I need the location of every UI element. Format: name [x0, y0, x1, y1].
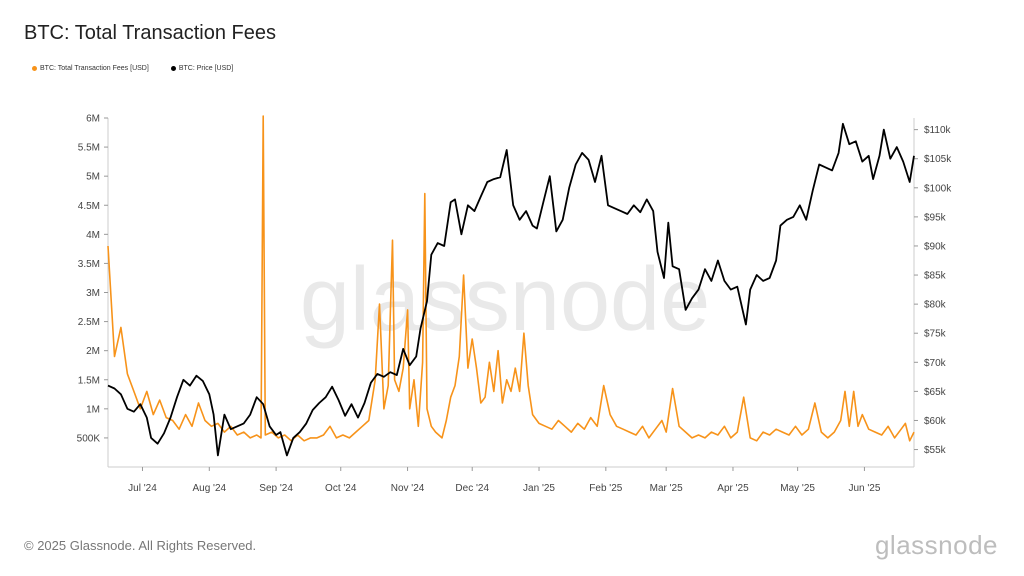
x-tick-label: Sep '24	[259, 483, 293, 494]
right-tick-label: $95k	[924, 212, 947, 223]
right-tick-label: $65k	[924, 387, 947, 398]
fees-series-line	[107, 115, 915, 442]
left-tick-label: 1.5M	[78, 375, 100, 386]
chart-title: BTC: Total Transaction Fees	[24, 22, 276, 44]
x-tick-label: Apr '25	[717, 483, 749, 494]
right-tick-label: $55k	[924, 445, 947, 456]
right-tick-label: $75k	[924, 329, 947, 340]
left-tick-label: 5M	[86, 172, 100, 183]
legend-item-fees[interactable]: BTC: Total Transaction Fees [USD]	[32, 65, 149, 72]
left-tick-label: 3.5M	[78, 259, 100, 270]
brand-logo-text: glassnode	[874, 530, 998, 560]
right-tick-label: $70k	[924, 358, 947, 369]
right-tick-label: $85k	[924, 271, 947, 282]
right-tick-label: $60k	[924, 416, 947, 427]
left-tick-label: 6M	[86, 114, 100, 125]
right-tick-label: $80k	[924, 300, 947, 311]
right-tick-label: $100k	[924, 183, 952, 194]
watermark-text: glassnode	[300, 250, 710, 350]
right-tick-label: $110k	[924, 125, 952, 136]
x-tick-label: Oct '24	[325, 483, 357, 494]
left-tick-label: 4.5M	[78, 201, 100, 212]
price-series-line	[107, 122, 915, 457]
price-legend-label: BTC: Price [USD]	[178, 65, 234, 72]
x-tick-label: Feb '25	[589, 483, 622, 494]
chart-legend: BTC: Total Transaction Fees [USD] BTC: P…	[32, 65, 233, 72]
fees-legend-dot	[32, 66, 37, 71]
x-tick-label: Aug '24	[192, 483, 226, 494]
x-tick-label: Mar '25	[650, 483, 683, 494]
left-tick-label: 2M	[86, 346, 100, 357]
left-tick-label: 1M	[86, 404, 100, 415]
x-tick-label: Nov '24	[391, 483, 425, 494]
x-tick-label: Dec '24	[455, 483, 489, 494]
left-tick-label: 500K	[77, 433, 101, 444]
left-tick-label: 4M	[86, 230, 100, 241]
right-tick-label: $90k	[924, 241, 947, 252]
price-legend-dot	[170, 66, 176, 71]
copyright-footer: © 2025 Glassnode. All Rights Reserved.	[24, 538, 257, 553]
x-tick-label: Jun '25	[848, 483, 880, 494]
left-tick-label: 2.5M	[78, 317, 100, 328]
right-tick-label: $105k	[924, 154, 952, 165]
x-tick-label: Jul '24	[128, 483, 157, 494]
left-tick-label: 5.5M	[78, 143, 100, 154]
fees-legend-label: BTC: Total Transaction Fees [USD]	[40, 65, 149, 72]
left-tick-label: 3M	[86, 288, 100, 299]
x-tick-label: May '25	[780, 483, 815, 494]
x-tick-label: Jan '25	[523, 483, 555, 494]
legend-item-price[interactable]: BTC: Price [USD]	[170, 65, 234, 72]
